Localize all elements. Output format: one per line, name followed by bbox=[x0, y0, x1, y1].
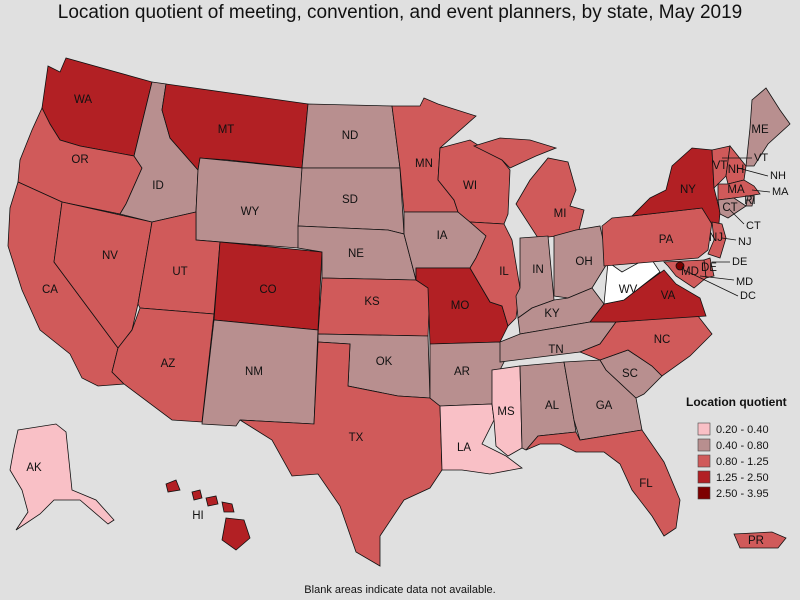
state-label-ne: NE bbox=[348, 248, 364, 260]
state-label-la: LA bbox=[457, 442, 471, 454]
state-ct[interactable] bbox=[717, 197, 747, 219]
state-label-oh: OH bbox=[575, 256, 592, 268]
state-fl[interactable] bbox=[525, 429, 681, 537]
state-ak[interactable] bbox=[9, 423, 115, 531]
state-label-vt: VT bbox=[713, 160, 728, 172]
state-label-de: DE bbox=[701, 262, 717, 274]
legend-label-2: 0.80 - 1.25 bbox=[716, 456, 769, 468]
state-label-pr: PR bbox=[748, 535, 764, 547]
callout-label-nh: NH bbox=[770, 170, 786, 182]
state-label-or: OR bbox=[71, 154, 88, 166]
state-az[interactable] bbox=[111, 307, 215, 423]
state-label-mt: MT bbox=[218, 124, 235, 136]
state-label-nd: ND bbox=[342, 130, 359, 142]
legend-label-0: 0.20 - 0.40 bbox=[716, 424, 769, 436]
state-label-nv: NV bbox=[102, 250, 118, 262]
state-label-nc: NC bbox=[654, 334, 671, 346]
state-label-ct: CT bbox=[722, 202, 737, 214]
legend-swatch-0 bbox=[697, 422, 711, 436]
state-label-ks: KS bbox=[364, 296, 380, 308]
state-dc[interactable] bbox=[675, 261, 685, 271]
state-label-id: ID bbox=[152, 180, 164, 192]
state-il[interactable] bbox=[468, 221, 521, 327]
state-label-ar: AR bbox=[454, 366, 470, 378]
state-label-me: ME bbox=[751, 124, 769, 136]
state-label-sc: SC bbox=[622, 368, 638, 380]
state-label-ia: IA bbox=[437, 230, 448, 242]
callout-label-ct: CT bbox=[746, 220, 761, 232]
legend-swatch-3 bbox=[697, 470, 711, 484]
state-label-ky: KY bbox=[544, 308, 560, 320]
callout-label-ma: MA bbox=[772, 186, 789, 198]
state-pr[interactable] bbox=[733, 531, 787, 549]
state-label-ri: RI bbox=[744, 195, 756, 207]
callout-line-ct bbox=[729, 209, 745, 225]
legend-title: Location quotient bbox=[686, 395, 787, 409]
state-label-va: VA bbox=[661, 290, 676, 302]
callout-label-de: DE bbox=[732, 256, 747, 268]
footnote: Blank areas indicate data not available. bbox=[304, 584, 496, 596]
state-label-nh: NH bbox=[728, 164, 745, 176]
state-pa[interactable] bbox=[601, 207, 713, 267]
callout-label-dc: DC bbox=[740, 290, 756, 302]
legend-swatch-4 bbox=[697, 486, 711, 500]
legend-label-4: 2.50 - 3.95 bbox=[716, 488, 769, 500]
state-label-ak: AK bbox=[26, 462, 42, 474]
state-label-ca: CA bbox=[42, 284, 58, 296]
state-label-ms: MS bbox=[497, 406, 515, 418]
state-label-tn: TN bbox=[548, 344, 563, 356]
state-md[interactable] bbox=[663, 259, 707, 289]
legend-swatch-1 bbox=[697, 438, 711, 452]
state-ri[interactable] bbox=[745, 195, 755, 207]
state-label-in: IN bbox=[532, 264, 544, 276]
state-label-ok: OK bbox=[376, 356, 393, 368]
legend: Location quotient 0.20 - 0.40 0.40 - 0.80… bbox=[686, 395, 787, 500]
state-label-pa: PA bbox=[659, 234, 674, 246]
state-label-fl: FL bbox=[639, 478, 653, 490]
state-label-nj: NJ bbox=[709, 232, 723, 244]
legend-label-3: 1.25 - 2.50 bbox=[716, 472, 769, 484]
state-wy[interactable] bbox=[195, 157, 303, 249]
state-label-ut: UT bbox=[172, 266, 187, 278]
callout-label-vt: VT bbox=[754, 152, 768, 164]
state-label-ny: NY bbox=[680, 184, 696, 196]
map-title: Location quotient of meeting, convention… bbox=[57, 2, 743, 23]
state-vt[interactable] bbox=[711, 145, 731, 189]
state-nj[interactable] bbox=[707, 221, 727, 259]
state-label-ga: GA bbox=[596, 400, 613, 412]
state-label-al: AL bbox=[545, 400, 560, 412]
state-label-co: CO bbox=[259, 284, 276, 296]
state-label-nm: NM bbox=[245, 366, 263, 378]
callout-line-md bbox=[699, 275, 735, 281]
state-label-mo: MO bbox=[451, 300, 470, 312]
state-label-wi: WI bbox=[463, 180, 477, 192]
callout-line-ma bbox=[751, 189, 771, 193]
state-hi[interactable] bbox=[165, 479, 251, 551]
state-label-wa: WA bbox=[74, 94, 92, 106]
state-oh[interactable] bbox=[553, 225, 609, 299]
state-label-hi: HI bbox=[192, 510, 204, 522]
state-label-az: AZ bbox=[161, 358, 176, 370]
state-label-wy: WY bbox=[241, 206, 260, 218]
callout-line-nj bbox=[721, 237, 737, 241]
state-me[interactable] bbox=[745, 87, 791, 167]
legend-label-1: 0.40 - 0.80 bbox=[716, 440, 769, 452]
callout-label-nj: NJ bbox=[738, 236, 751, 248]
state-label-tx: TX bbox=[349, 432, 364, 444]
state-label-wv: WV bbox=[619, 284, 638, 296]
callout-line-dc bbox=[683, 269, 739, 297]
state-label-mi: MI bbox=[554, 208, 567, 220]
state-label-il: IL bbox=[499, 266, 509, 278]
state-label-mn: MN bbox=[415, 158, 433, 170]
callout-line-nh bbox=[737, 167, 769, 177]
state-label-ma: MA bbox=[727, 184, 745, 196]
callout-label-md: MD bbox=[736, 276, 753, 288]
state-label-sd: SD bbox=[342, 194, 358, 206]
legend-swatch-2 bbox=[697, 454, 711, 468]
